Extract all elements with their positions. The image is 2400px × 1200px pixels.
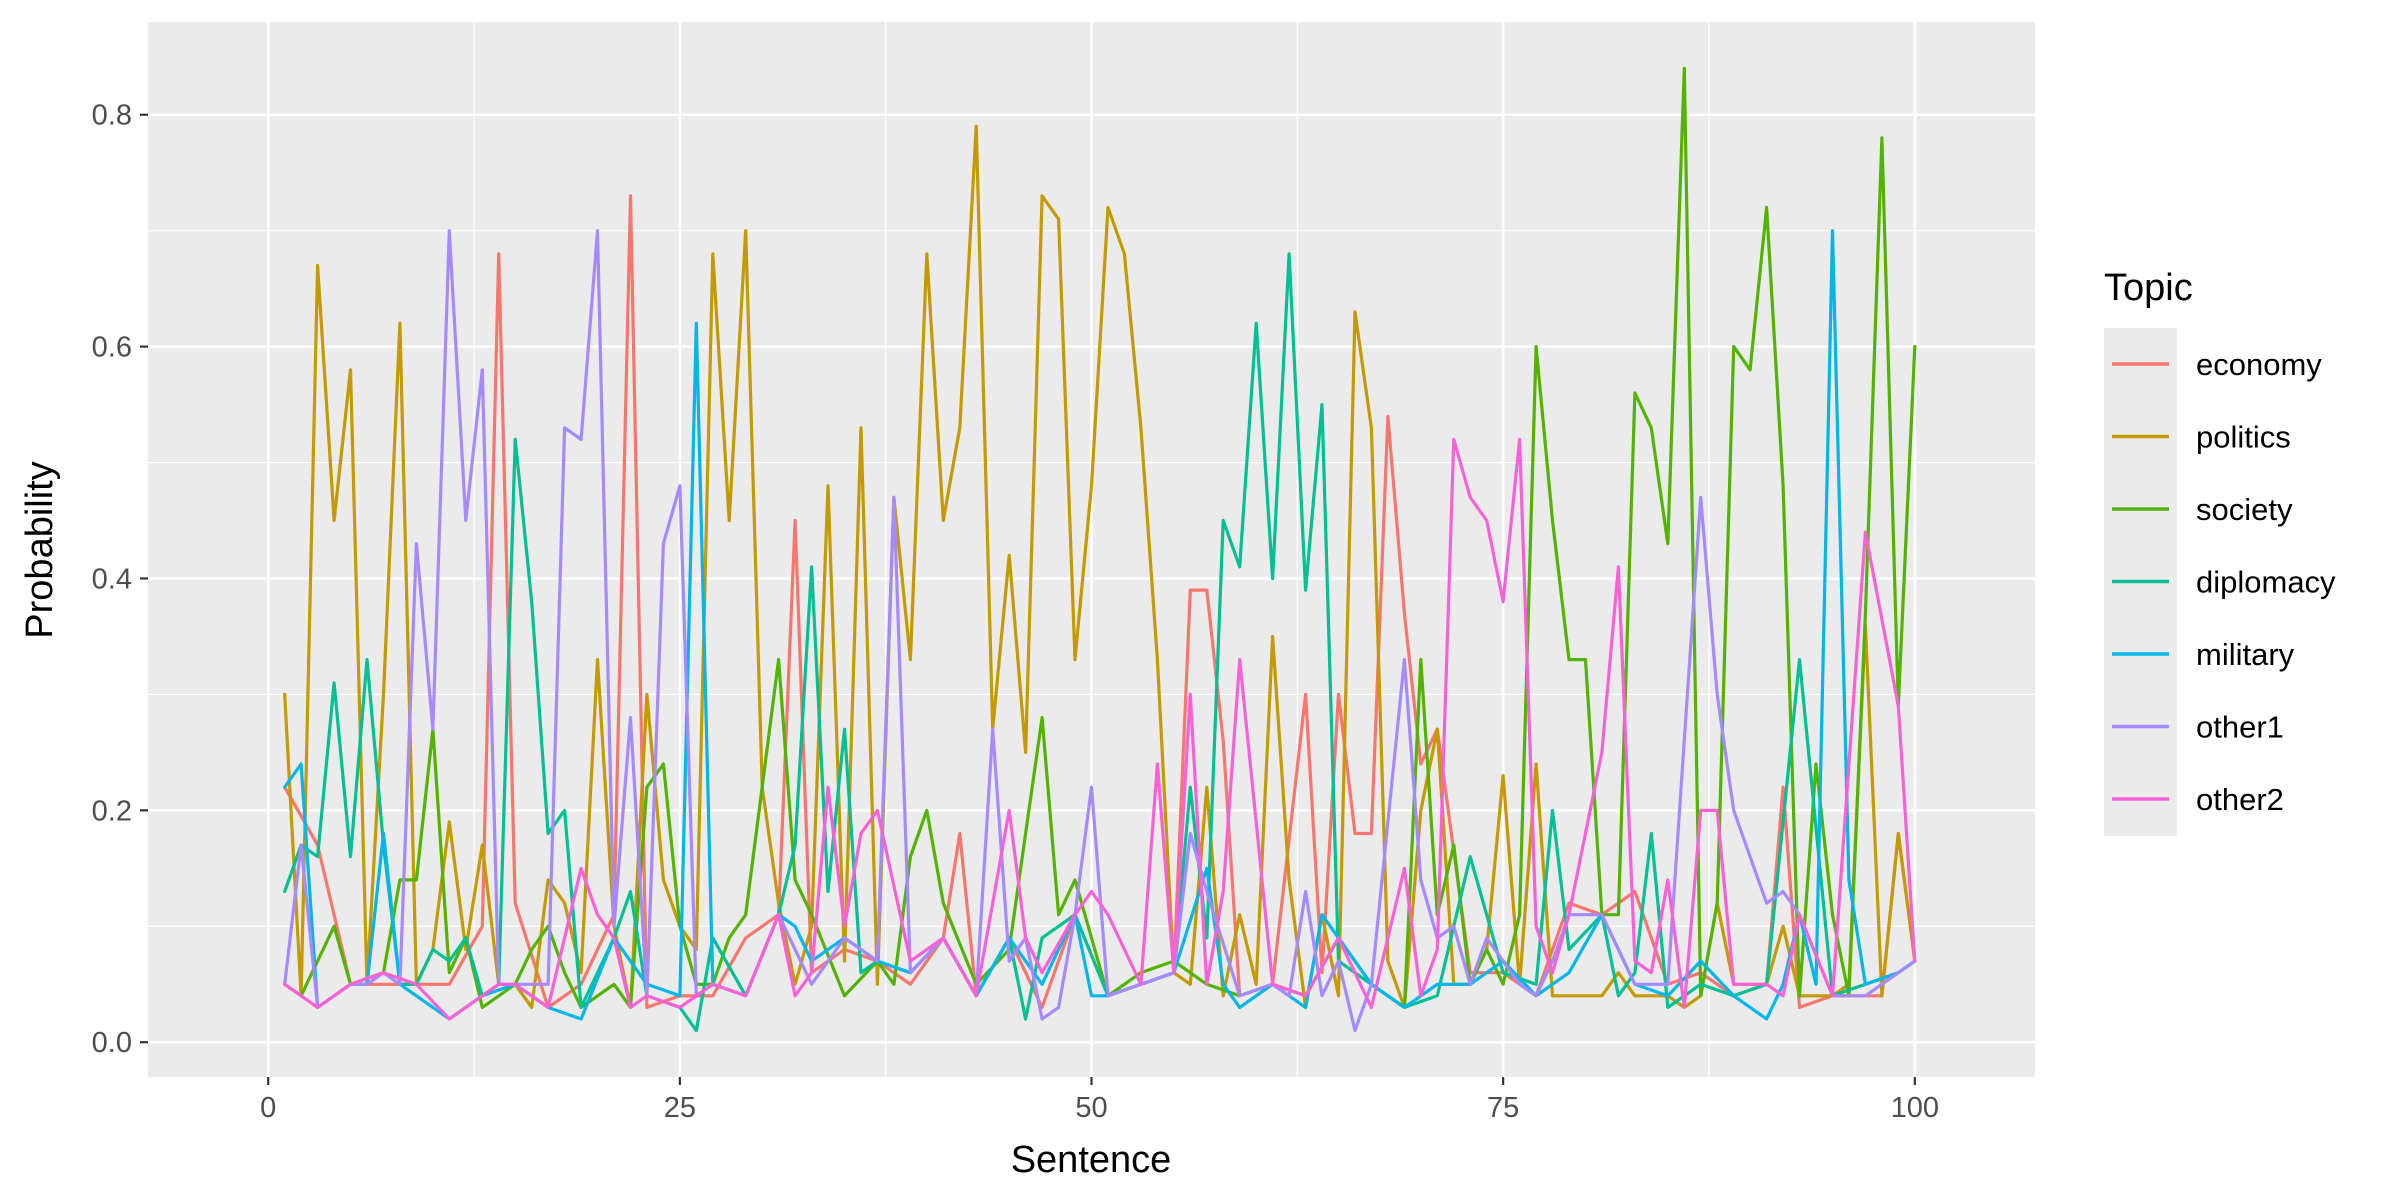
legend-label-economy: economy	[2196, 347, 2322, 382]
y-axis-title: Probability	[19, 461, 61, 638]
series-line-other2	[283, 437, 1917, 1021]
legend: Topic economy politics society diplomacy mil…	[2104, 267, 2336, 836]
x-tick-label: 50	[1075, 1092, 1107, 1124]
axis-ticks: 0 25 50 75 100 0.0 0.2 0.4 0.6 0.8	[92, 100, 1939, 1124]
x-tick-label: 75	[1487, 1092, 1519, 1124]
legend-title: Topic	[2104, 267, 2193, 309]
legend-label-other2: other2	[2196, 782, 2284, 817]
x-axis-title: Sentence	[1011, 1139, 1172, 1181]
legend-label-society: society	[2196, 492, 2293, 527]
y-tick-label: 0.8	[92, 100, 132, 132]
legend-label-diplomacy: diplomacy	[2196, 565, 2336, 600]
y-tick-label: 0.0	[92, 1027, 132, 1059]
legend-label-other1: other1	[2196, 710, 2284, 745]
y-tick-label: 0.4	[92, 563, 132, 595]
x-tick-label: 100	[1891, 1092, 1939, 1124]
y-tick-label: 0.6	[92, 332, 132, 364]
grid-major	[148, 22, 2035, 1077]
series-line-politics	[283, 124, 1917, 1010]
x-tick-label: 0	[260, 1092, 276, 1124]
legend-label-military: military	[2196, 637, 2295, 672]
legend-label-politics: politics	[2196, 420, 2291, 455]
x-tick-label: 25	[664, 1092, 696, 1124]
y-tick-label: 0.2	[92, 795, 132, 827]
series-lines	[283, 66, 1917, 1033]
